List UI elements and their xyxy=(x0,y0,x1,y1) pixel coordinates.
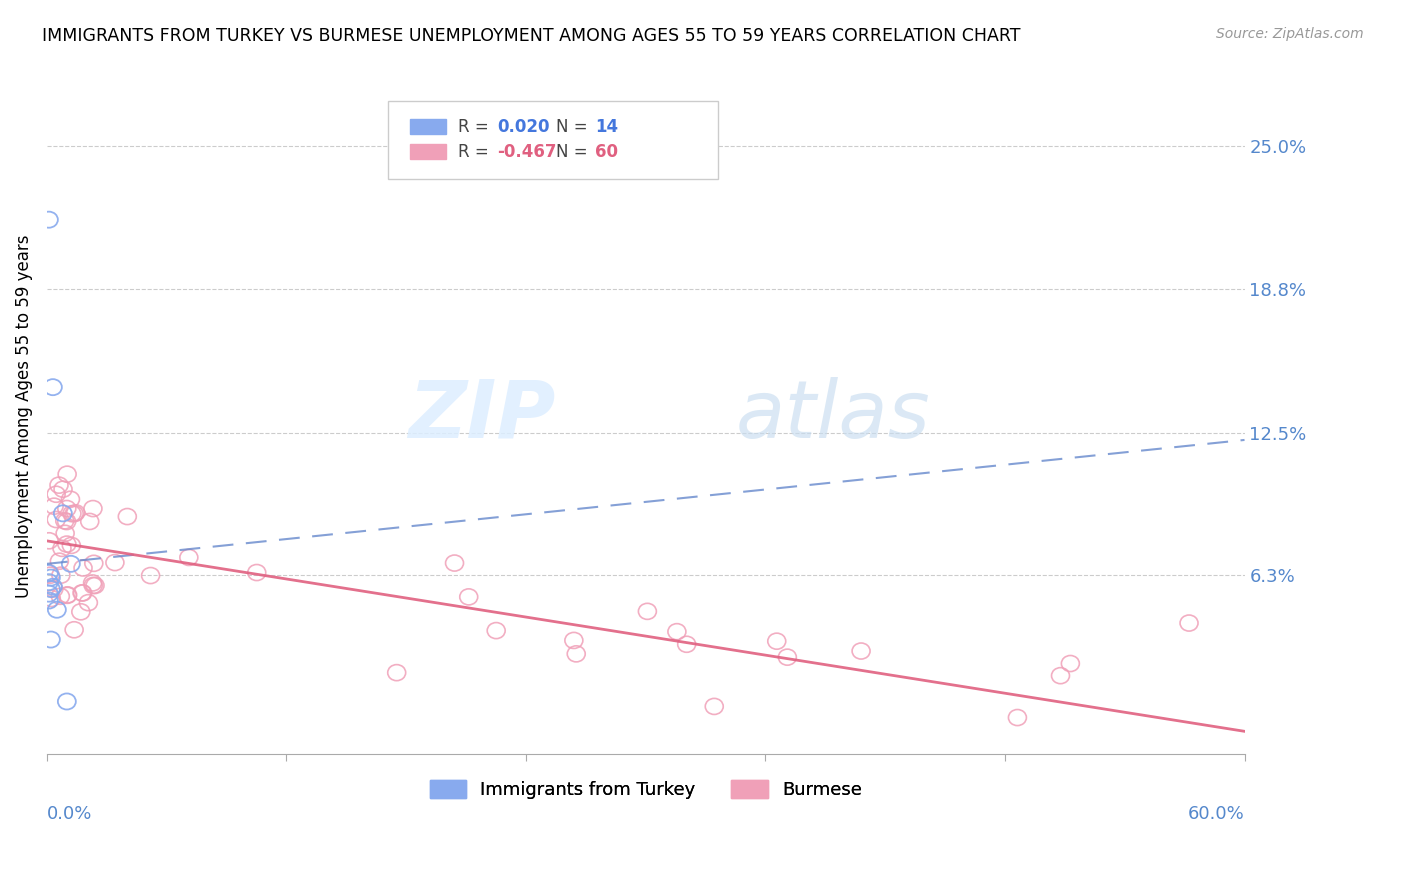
Y-axis label: Unemployment Among Ages 55 to 59 years: Unemployment Among Ages 55 to 59 years xyxy=(15,234,32,598)
Text: 0.020: 0.020 xyxy=(498,118,550,136)
Text: ZIP: ZIP xyxy=(409,376,555,455)
FancyBboxPatch shape xyxy=(409,144,446,159)
Text: N =: N = xyxy=(555,143,593,161)
Text: R =: R = xyxy=(458,143,494,161)
Legend: Immigrants from Turkey, Burmese: Immigrants from Turkey, Burmese xyxy=(422,772,869,806)
Text: 60: 60 xyxy=(595,143,619,161)
Text: -0.467: -0.467 xyxy=(498,143,557,161)
Text: 60.0%: 60.0% xyxy=(1188,805,1244,822)
Text: Source: ZipAtlas.com: Source: ZipAtlas.com xyxy=(1216,27,1364,41)
FancyBboxPatch shape xyxy=(409,119,446,134)
Text: atlas: atlas xyxy=(735,376,931,455)
FancyBboxPatch shape xyxy=(388,101,717,179)
Text: 14: 14 xyxy=(595,118,619,136)
Text: IMMIGRANTS FROM TURKEY VS BURMESE UNEMPLOYMENT AMONG AGES 55 TO 59 YEARS CORRELA: IMMIGRANTS FROM TURKEY VS BURMESE UNEMPL… xyxy=(42,27,1021,45)
Text: R =: R = xyxy=(458,118,494,136)
Text: 0.0%: 0.0% xyxy=(46,805,93,822)
Text: N =: N = xyxy=(555,118,593,136)
